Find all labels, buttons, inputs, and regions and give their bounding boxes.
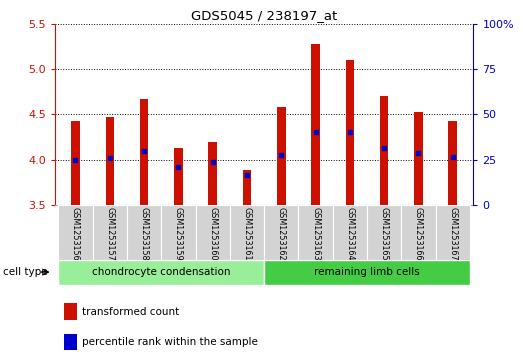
Bar: [264, 205, 299, 260]
Point: [209, 159, 217, 165]
Bar: [208, 142, 217, 205]
Bar: [333, 205, 367, 260]
Point: [449, 154, 457, 160]
Bar: [243, 170, 251, 205]
Point: [277, 152, 286, 158]
Bar: [106, 117, 114, 205]
Point: [106, 155, 114, 161]
Bar: [64, 303, 77, 320]
Text: percentile rank within the sample: percentile rank within the sample: [82, 337, 257, 347]
Bar: [161, 205, 196, 260]
Bar: [436, 205, 470, 260]
Title: GDS5045 / 238197_at: GDS5045 / 238197_at: [191, 9, 337, 23]
Text: chondrocyte condensation: chondrocyte condensation: [92, 267, 231, 277]
Text: GSM1253160: GSM1253160: [208, 207, 217, 260]
Bar: [59, 205, 93, 260]
Text: transformed count: transformed count: [82, 307, 179, 317]
Bar: [401, 205, 436, 260]
Text: GSM1253165: GSM1253165: [380, 207, 389, 260]
Bar: [140, 99, 149, 205]
Bar: [230, 205, 264, 260]
Point: [311, 129, 320, 135]
Bar: [311, 44, 320, 205]
Bar: [59, 260, 264, 285]
Text: GSM1253163: GSM1253163: [311, 207, 320, 260]
Bar: [380, 96, 389, 205]
Bar: [196, 205, 230, 260]
Bar: [71, 121, 80, 205]
Text: GSM1253164: GSM1253164: [345, 207, 355, 260]
Bar: [64, 334, 77, 350]
Point: [140, 148, 148, 154]
Bar: [346, 60, 354, 205]
Point: [174, 164, 183, 170]
Text: GSM1253161: GSM1253161: [243, 207, 252, 260]
Bar: [174, 148, 183, 205]
Point: [380, 145, 389, 151]
Text: GSM1253167: GSM1253167: [448, 207, 457, 260]
Point: [243, 172, 251, 178]
Bar: [127, 205, 161, 260]
Bar: [367, 205, 401, 260]
Text: GSM1253162: GSM1253162: [277, 207, 286, 260]
Bar: [264, 260, 470, 285]
Point: [414, 150, 423, 156]
Bar: [299, 205, 333, 260]
Bar: [93, 205, 127, 260]
Bar: [414, 111, 423, 205]
Text: GSM1253166: GSM1253166: [414, 207, 423, 260]
Text: GSM1253157: GSM1253157: [105, 207, 115, 261]
Bar: [448, 121, 457, 205]
Text: GSM1253159: GSM1253159: [174, 207, 183, 261]
Text: remaining limb cells: remaining limb cells: [314, 267, 420, 277]
Text: GSM1253156: GSM1253156: [71, 207, 80, 260]
Point: [346, 130, 354, 135]
Text: GSM1253158: GSM1253158: [140, 207, 149, 260]
Bar: [277, 107, 286, 205]
Text: cell type: cell type: [3, 267, 47, 277]
Point: [71, 157, 79, 163]
